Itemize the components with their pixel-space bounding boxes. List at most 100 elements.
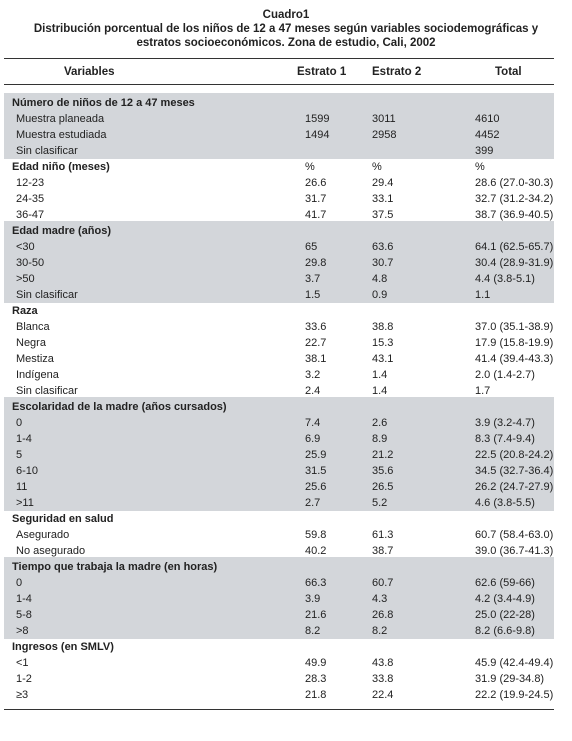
table-cell: 33.8 — [372, 673, 394, 685]
row-label: No asegurado — [16, 545, 86, 557]
table-cell: 38.1 — [305, 353, 327, 365]
table-cell: 21.6 — [305, 609, 327, 621]
section-header-row: Ingresos (en SMLV) — [4, 639, 554, 655]
row-label: 6-10 — [16, 465, 39, 477]
table-cell: 60.7 — [372, 577, 394, 589]
table-cell: 45.9 (42.4-49.4) — [475, 657, 554, 669]
table-cell: 38.8 — [372, 321, 394, 333]
table-cell: 22.5 (20.8-24.2) — [475, 449, 554, 461]
table-row: 30-50 29.8 30.7 30.4 (28.9-31.9) — [4, 255, 554, 271]
table-cell: 4.8 — [372, 273, 388, 285]
table-cell: 2.0 (1.4-2.7) — [475, 369, 535, 381]
section-title: Seguridad en salud — [12, 513, 114, 525]
section-header-row: Edad madre (años) — [4, 223, 554, 239]
table-row: Indígena 3.2 1.4 2.0 (1.4-2.7) — [4, 367, 554, 383]
table-cell: 8.3 (7.4-9.4) — [475, 433, 535, 445]
row-label: 30-50 — [16, 257, 45, 269]
table-row: 12-23 26.6 29.4 28.6 (27.0-30.3) — [4, 175, 554, 191]
unit-label: % — [305, 161, 315, 173]
row-label: 5-8 — [16, 609, 32, 621]
table-cell: 4610 — [475, 113, 500, 125]
table-cell: 33.6 — [305, 321, 327, 333]
section-header-row: Raza — [4, 303, 554, 319]
table-cell: 3.2 — [305, 369, 321, 381]
section-shading — [4, 557, 554, 639]
table-cell: 31.5 — [305, 465, 327, 477]
section-header-row: Escolaridad de la madre (años cursados) — [4, 399, 554, 415]
table-cell: 4.2 (3.4-4.9) — [475, 593, 535, 605]
table-cell: 1599 — [305, 113, 330, 125]
table-cell: 2958 — [372, 129, 397, 141]
table-cell: 1494 — [305, 129, 330, 141]
table-cell: 60.7 (58.4-63.0) — [475, 529, 554, 541]
row-label: 0 — [16, 417, 23, 429]
header-total: Total — [495, 66, 522, 78]
table-cell: 59.8 — [305, 529, 327, 541]
section-title: Número de niños de 12 a 47 meses — [12, 97, 195, 109]
table-row: 6-10 31.5 35.6 34.5 (32.7-36.4) — [4, 463, 554, 479]
row-label: 11 — [16, 481, 28, 493]
section-header-row: Número de niños de 12 a 47 meses — [4, 95, 554, 111]
table-cell: 26.5 — [372, 481, 394, 493]
top-rule — [4, 58, 554, 59]
table-row: >8 8.2 8.2 8.2 (6.6-9.8) — [4, 623, 554, 639]
table-cell: 64.1 (62.5-65.7) — [475, 241, 554, 253]
table-cell: 25.0 (22-28) — [475, 609, 535, 621]
unit-label: % — [372, 161, 382, 173]
header-estrato-2: Estrato 2 — [372, 66, 422, 78]
table-cell: 65 — [305, 241, 318, 253]
row-label: <1 — [16, 657, 29, 669]
row-label: 1-4 — [16, 433, 32, 445]
section-title: Edad madre (años) — [12, 225, 112, 237]
table-cell: 41.7 — [305, 209, 327, 221]
table-cell: 33.1 — [372, 193, 394, 205]
row-label: >11 — [16, 497, 34, 509]
section-title: Tiempo que trabaja la madre (en horas) — [12, 561, 218, 573]
table-row: Muestra planeada 1599 3011 4610 — [4, 111, 554, 127]
table-row: Mestiza 38.1 43.1 41.4 (39.4-43.3) — [4, 351, 554, 367]
table-cell: 37.5 — [372, 209, 394, 221]
table-cell: 1.1 — [475, 289, 491, 301]
section-shading — [4, 221, 554, 303]
row-label: 0 — [16, 577, 23, 589]
row-label: Muestra estudiada — [16, 129, 107, 141]
table-row: >50 3.7 4.8 4.4 (3.8-5.1) — [4, 271, 554, 287]
bottom-rule — [4, 709, 554, 710]
row-label: <30 — [16, 241, 35, 253]
row-label: Blanca — [16, 321, 50, 333]
table-cell: 28.3 — [305, 673, 327, 685]
table-cell: 22.7 — [305, 337, 327, 349]
table-cell: 4.6 (3.8-5.5) — [475, 497, 535, 509]
table-cell: 28.6 (27.0-30.3) — [475, 177, 554, 189]
table-row: <30 65 63.6 64.1 (62.5-65.7) — [4, 239, 554, 255]
row-label: ≥3 — [16, 689, 29, 701]
row-label: 1-4 — [16, 593, 32, 605]
table-cell: 1.5 — [305, 289, 321, 301]
table-cell: 3.7 — [305, 273, 321, 285]
table-row: Negra 22.7 15.3 17.9 (15.8-19.9) — [4, 335, 554, 351]
section-shading — [4, 93, 554, 159]
table-cell: 21.8 — [305, 689, 327, 701]
row-label: 36-47 — [16, 209, 45, 221]
table-row: 1-4 6.9 8.9 8.3 (7.4-9.4) — [4, 431, 554, 447]
row-label: Sin clasificar — [16, 289, 78, 301]
table-cell: 29.8 — [305, 257, 327, 269]
table-cell: 38.7 (36.9-40.5) — [475, 209, 554, 221]
table-cell: 25.6 — [305, 481, 327, 493]
table-row: 24-35 31.7 33.1 32.7 (31.2-34.2) — [4, 191, 554, 207]
table-row: Asegurado 59.8 61.3 60.7 (58.4-63.0) — [4, 527, 554, 543]
table-title-line-1: Distribución porcentual de los niños de … — [33, 23, 539, 35]
row-label: 1-2 — [16, 673, 32, 685]
table-row: Muestra estudiada 1494 2958 4452 — [4, 127, 554, 143]
table-cell: 62.6 (59-66) — [475, 577, 535, 589]
table-cell: 7.4 — [305, 417, 321, 429]
table-row: Sin clasificar 399 — [4, 143, 554, 159]
table-row: 5-8 21.6 26.8 25.0 (22-28) — [4, 607, 554, 623]
section-shading — [4, 397, 554, 511]
table-cell: 30.4 (28.9-31.9) — [475, 257, 554, 269]
table-cell: 2.4 — [305, 385, 321, 397]
table-cell: 22.4 — [372, 689, 394, 701]
table-cell: 66.3 — [305, 577, 327, 589]
table-row: 5 25.9 21.2 22.5 (20.8-24.2) — [4, 447, 554, 463]
row-label: 5 — [16, 449, 23, 461]
